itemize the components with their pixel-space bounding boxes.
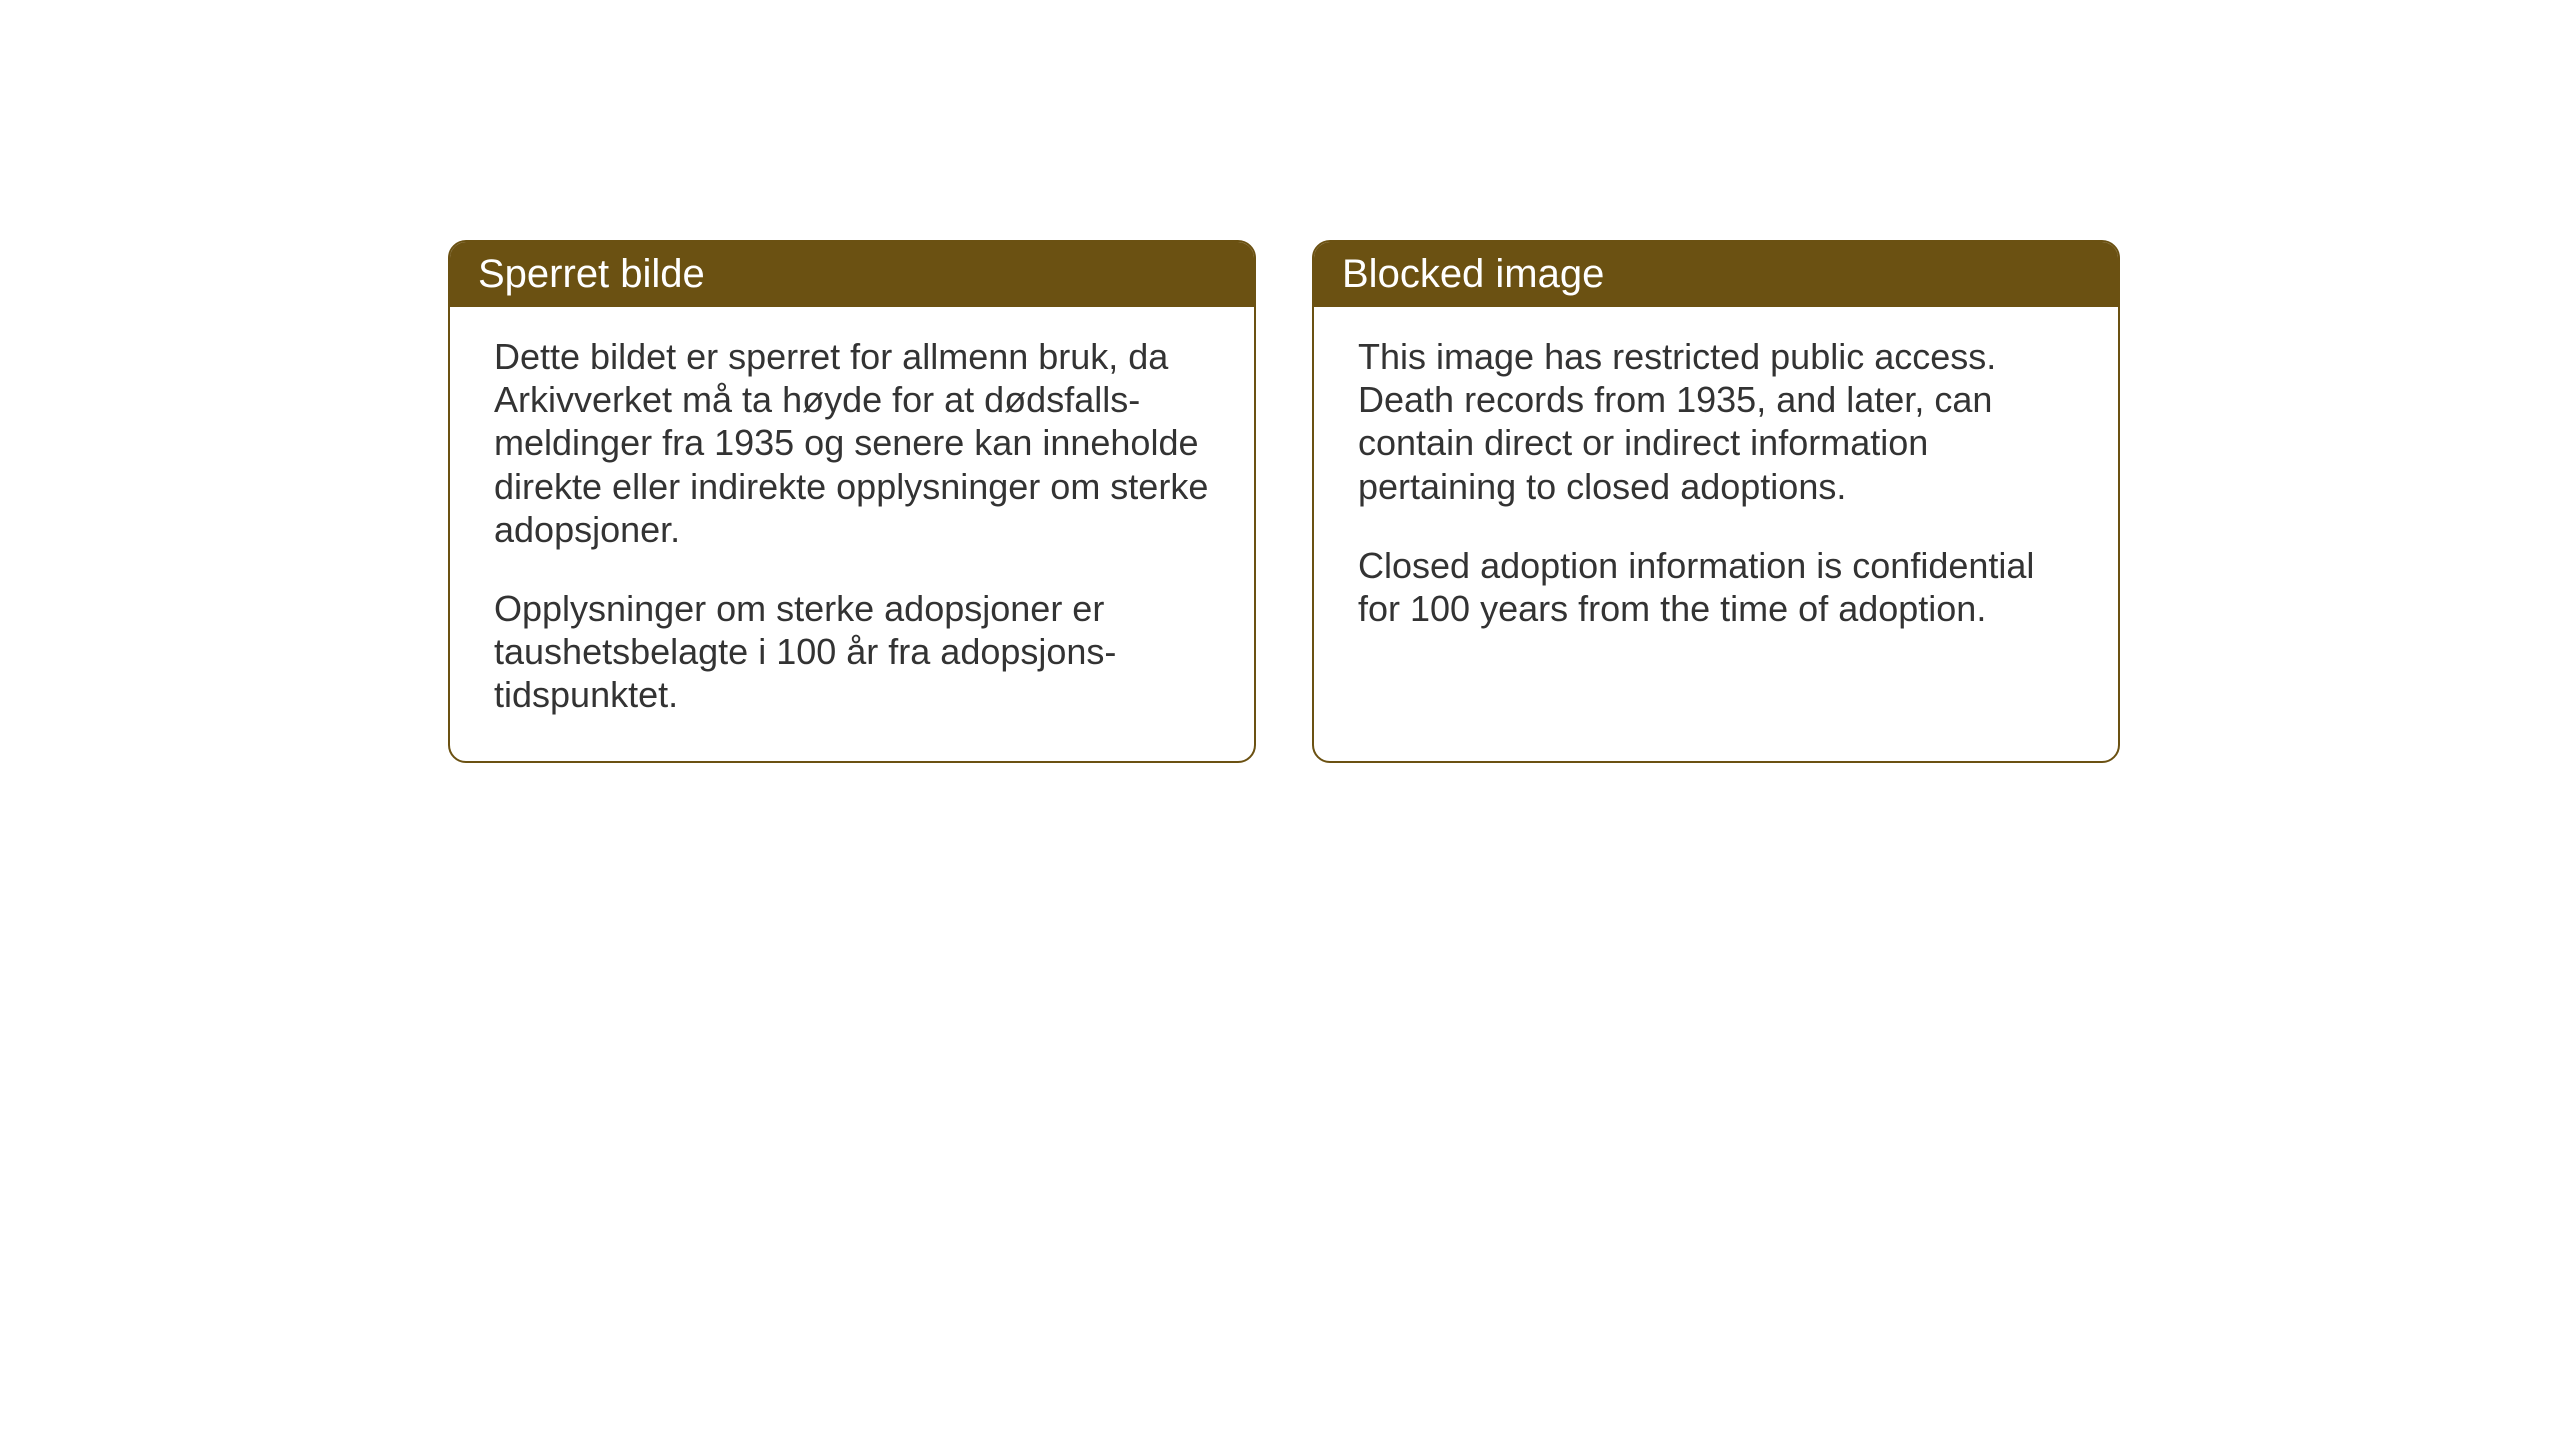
english-paragraph-1: This image has restricted public access.… [1358,335,2074,508]
english-paragraph-2: Closed adoption information is confident… [1358,544,2074,630]
norwegian-card-body: Dette bildet er sperret for allmenn bruk… [450,307,1254,761]
english-card: Blocked image This image has restricted … [1312,240,2120,763]
norwegian-card: Sperret bilde Dette bildet er sperret fo… [448,240,1256,763]
cards-container: Sperret bilde Dette bildet er sperret fo… [448,240,2120,763]
english-card-body: This image has restricted public access.… [1314,307,2118,674]
norwegian-paragraph-2: Opplysninger om sterke adopsjoner er tau… [494,587,1210,717]
norwegian-card-title: Sperret bilde [450,242,1254,307]
norwegian-paragraph-1: Dette bildet er sperret for allmenn bruk… [494,335,1210,551]
english-card-title: Blocked image [1314,242,2118,307]
